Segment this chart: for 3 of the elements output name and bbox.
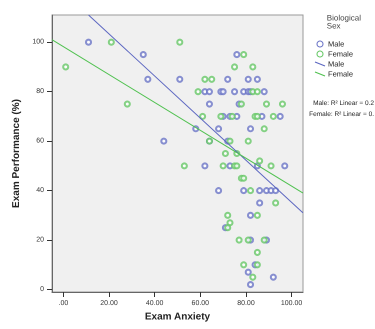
y-axis-title: Exam Performance (%) (10, 99, 22, 208)
legend-title: Biological Sex (326, 14, 362, 30)
x-axis-title: Exam Anxiety (144, 312, 211, 322)
